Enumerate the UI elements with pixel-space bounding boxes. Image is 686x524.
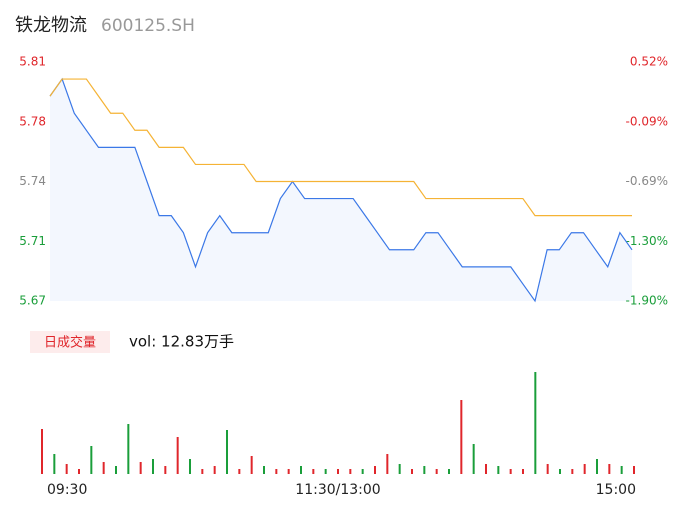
volume-bar: [596, 459, 598, 474]
volume-bar: [176, 437, 179, 474]
volume-bar: [472, 444, 475, 474]
volume-bar: [263, 466, 265, 474]
price-line: [49, 78, 632, 217]
price-line: [49, 77, 633, 303]
legend-box: [30, 331, 110, 353]
volume-bar: [583, 464, 586, 474]
y2-tick-label: -0.69%: [626, 174, 668, 188]
legend-label: 日成交量: [44, 335, 96, 351]
volume-bar: [189, 459, 191, 474]
volume-bar: [559, 469, 561, 474]
volume-bar: [41, 429, 43, 474]
volume-bar: [337, 469, 339, 474]
y-tick-label: 5.78: [19, 114, 46, 128]
volume-bar: [238, 469, 241, 474]
x-tick-label: 11:30/13:00: [295, 482, 380, 498]
volume-bar: [324, 469, 327, 474]
volume-bar: [65, 464, 68, 474]
y2-tick-label: -1.90%: [626, 294, 668, 308]
volume-bar: [386, 454, 389, 474]
volume-bar: [497, 466, 500, 474]
x-tick-label: 09:30: [47, 482, 87, 498]
stock-name: 铁龙物流: [15, 15, 87, 36]
volume-bar: [201, 469, 204, 474]
volume-bar: [250, 456, 253, 474]
x-tick-label: 15:00: [596, 482, 636, 498]
y2-tick-label: -0.09%: [626, 115, 668, 129]
volume-bar: [102, 462, 105, 474]
volume-bar: [485, 464, 487, 474]
volume-bar: [534, 372, 537, 474]
volume-bar: [620, 466, 623, 474]
volume-bar: [226, 430, 228, 474]
volume-bar: [398, 464, 401, 474]
stock-code: 600125.SH: [101, 16, 195, 36]
volume-bar: [509, 469, 512, 474]
volume-bar: [349, 469, 352, 474]
price-area: [50, 79, 632, 301]
volume-bar: [139, 462, 142, 474]
volume-label: vol: 12.83万手: [129, 333, 234, 351]
volume-bar: [287, 469, 290, 474]
volume-bar: [633, 466, 635, 474]
volume-bar: [411, 469, 413, 474]
volume-bar: [53, 454, 56, 474]
volume-bar: [300, 466, 302, 474]
volume-bar: [90, 446, 93, 474]
volume-bar: [78, 469, 80, 474]
volume-bar: [275, 469, 278, 474]
volume-bar: [312, 469, 315, 474]
volume-bar: [164, 466, 167, 474]
volume-bar: [546, 464, 549, 474]
volume-bar: [213, 466, 216, 474]
volume-bar: [571, 469, 574, 474]
y2-tick-label: 0.52%: [630, 55, 668, 69]
volume-bar: [115, 466, 117, 474]
y-tick-label: 5.71: [19, 234, 46, 248]
volume-bar: [423, 466, 426, 474]
y-tick-label: 5.67: [19, 294, 46, 308]
volume-bar: [448, 469, 450, 474]
volume-bar: [361, 469, 364, 474]
volume-bar: [435, 469, 438, 474]
volume-bar: [152, 459, 154, 474]
y-tick-label: 5.81: [19, 55, 46, 69]
y2-tick-label: -1.30%: [626, 234, 668, 248]
y-tick-label: 5.74: [19, 174, 46, 188]
volume-bar: [522, 469, 524, 474]
volume-bar: [374, 466, 376, 474]
volume-bar: [460, 400, 463, 474]
volume-bar: [127, 424, 130, 474]
volume-bar: [608, 464, 611, 474]
